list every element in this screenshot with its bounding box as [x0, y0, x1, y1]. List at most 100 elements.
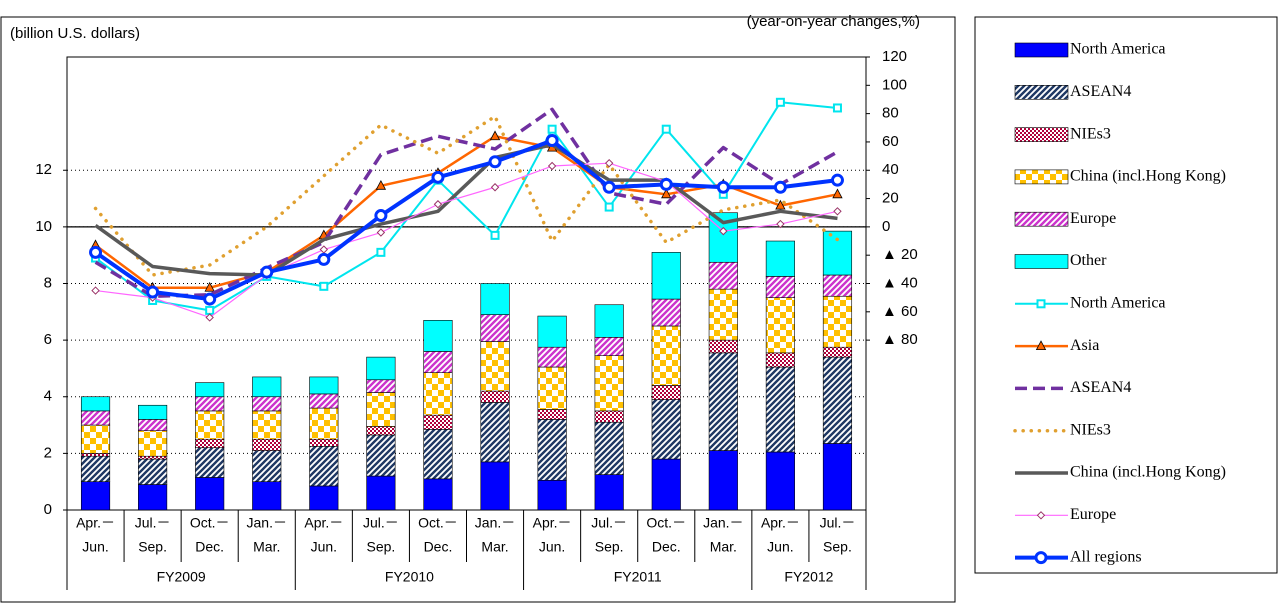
marker: [776, 219, 785, 229]
bar-segment: [309, 445, 339, 487]
legend-label: Asia: [1070, 337, 1099, 354]
bar-segment: [252, 450, 282, 482]
legend-label: ASEAN4: [1070, 379, 1131, 396]
bar-segment: [195, 477, 225, 511]
bar-segment: [423, 320, 453, 352]
legend-label: ASEAN4: [1070, 83, 1131, 100]
bar-segment: [765, 297, 795, 354]
bar-segment: [480, 314, 510, 342]
bar-segment: [708, 288, 738, 341]
x-tick-label: Jan.－: [703, 515, 743, 531]
bar-segment: [80, 424, 111, 454]
y-tick-label: 4: [44, 388, 52, 405]
y2-tick-label: 0: [882, 218, 890, 235]
marker: [832, 188, 843, 199]
bar-segment: [651, 399, 681, 460]
x-tick-label: Jun.: [539, 539, 565, 555]
marker: [547, 161, 557, 171]
bar-segment: [594, 304, 624, 338]
bar-segment: [80, 481, 111, 511]
bar-segment: [309, 485, 339, 511]
bar-segment: [423, 429, 453, 480]
bar-segment: [651, 252, 681, 300]
bar-segment: [537, 409, 567, 420]
bar-segment: [80, 410, 111, 426]
x-tick-label: Sep.: [595, 539, 624, 555]
y2-tick-label: ▲ 80: [882, 331, 918, 348]
bar-segment: [651, 458, 681, 511]
marker: [1035, 340, 1047, 350]
bar-segment: [138, 458, 168, 485]
marker: [719, 226, 728, 236]
bar-segment: [708, 339, 738, 354]
bar-segment: [822, 295, 853, 348]
legend-swatch: [1014, 211, 1069, 227]
bar-segment: [594, 355, 624, 412]
bar-segment: [537, 479, 567, 511]
legend-label: Europe: [1070, 506, 1116, 523]
line-series: [94, 138, 838, 302]
x-tick-label: Jul.－: [363, 515, 399, 531]
x-tick-label: Mar.: [710, 539, 737, 555]
x-tick-label: Jul.－: [135, 515, 171, 531]
bar-segment: [480, 390, 510, 403]
bar-segment: [594, 421, 624, 475]
marker: [317, 252, 331, 266]
y2-tick-label: 20: [882, 190, 899, 207]
marker: [547, 124, 557, 134]
bar-segment: [765, 366, 795, 453]
legend-label: NIEs3: [1070, 125, 1111, 142]
legend-label: NIEs3: [1070, 421, 1111, 438]
bar-segment: [309, 438, 339, 447]
bar-segment: [366, 426, 396, 436]
bar-segment: [480, 461, 510, 511]
bar-segment: [765, 451, 795, 511]
x-tick-label: Apr.－: [76, 515, 115, 531]
y2-tick-label: 100: [882, 76, 907, 93]
y-tick-label: 12: [35, 161, 52, 178]
marker: [659, 177, 673, 191]
marker: [830, 173, 844, 187]
y2-tick-label: 60: [882, 133, 899, 150]
legend-label: North America: [1070, 294, 1166, 311]
x-tick-label: Jan.－: [475, 515, 515, 531]
line-series: [94, 101, 838, 312]
marker: [374, 209, 388, 223]
bar-segment: [195, 396, 225, 412]
bar-segment: [195, 438, 225, 449]
marker: [376, 247, 386, 257]
bar-segment: [138, 455, 168, 460]
bar-segment: [309, 407, 339, 440]
marker: [89, 245, 103, 259]
x-tick-label: Mar.: [481, 539, 508, 555]
y-tick-label: 6: [44, 331, 52, 348]
legend-label: China (incl.Hong Kong): [1070, 168, 1226, 185]
bar-segment: [195, 410, 225, 440]
chart-frame: [0, 16, 956, 603]
bar-segment: [80, 455, 111, 482]
y2-axis-label: (year-on-year changes,%): [747, 13, 920, 30]
y-tick-label: 0: [44, 501, 52, 518]
bar-segment: [594, 474, 624, 511]
marker: [775, 97, 785, 107]
legend-swatch: [1014, 254, 1069, 269]
marker: [604, 202, 614, 212]
marker: [833, 207, 842, 216]
marker: [319, 281, 329, 291]
legend-label: All regions: [1070, 548, 1142, 565]
bar-segment: [366, 475, 396, 511]
bar-segment: [80, 453, 111, 457]
x-group-label: FY2012: [784, 569, 833, 585]
marker: [91, 286, 100, 295]
bar-segment: [765, 240, 795, 277]
legend-label: China (incl.Hong Kong): [1070, 464, 1226, 481]
x-tick-label: Jan.－: [247, 515, 287, 531]
x-tick-label: Jun.: [311, 539, 337, 555]
bar-segment: [708, 450, 738, 511]
legend: North America ASEAN4 NIEs3 China (incl.Hong…: [1013, 41, 1226, 565]
marker: [319, 245, 329, 254]
legend-frame: [974, 16, 1278, 574]
bar-segment: [252, 481, 282, 511]
y-tick-label: 2: [44, 444, 52, 461]
